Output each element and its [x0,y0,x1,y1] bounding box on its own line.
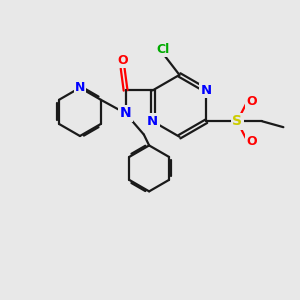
Text: N: N [75,81,85,94]
Text: N: N [120,106,131,120]
Text: O: O [117,53,128,67]
Text: O: O [247,95,257,108]
Text: N: N [201,84,212,97]
Text: O: O [247,134,257,148]
Text: N: N [147,115,158,128]
Text: Cl: Cl [157,43,170,56]
Text: S: S [232,114,242,128]
